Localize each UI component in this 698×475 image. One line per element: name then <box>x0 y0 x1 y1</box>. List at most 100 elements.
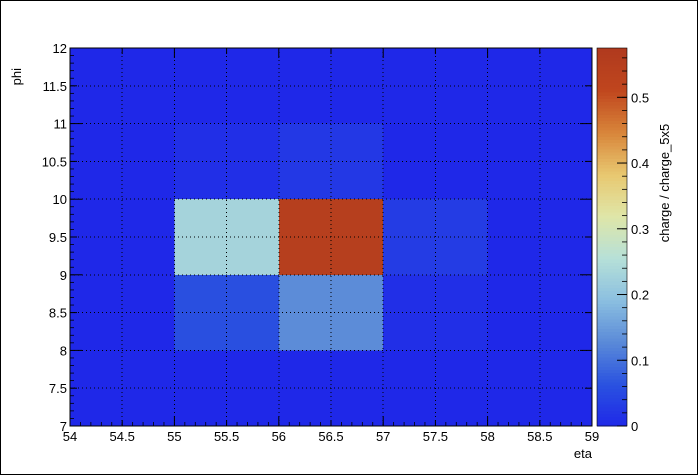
palette-step <box>597 296 627 301</box>
palette-step <box>597 388 627 392</box>
palette-step <box>597 126 627 131</box>
palette-step <box>597 372 627 377</box>
palette-step <box>597 331 627 336</box>
z-tick-label: 0 <box>631 419 638 434</box>
palette-step <box>597 230 627 235</box>
heatmap-cell <box>487 199 592 275</box>
z-tick-label: 0.2 <box>631 288 649 303</box>
palette-step <box>597 262 627 266</box>
palette-step <box>597 189 627 194</box>
palette-step <box>597 221 627 225</box>
palette-step <box>597 293 627 298</box>
palette-step <box>597 422 627 427</box>
palette-step <box>597 76 627 81</box>
palette-step <box>597 366 627 370</box>
palette-step <box>597 73 627 77</box>
x-tick-label: 54 <box>63 429 77 444</box>
palette-step <box>597 246 627 251</box>
palette-step <box>597 407 627 411</box>
palette-step <box>597 196 627 200</box>
palette-step <box>597 151 627 156</box>
palette-step <box>597 174 627 178</box>
palette-step <box>597 51 627 55</box>
palette-step <box>597 252 627 257</box>
z-tick-label: 0.5 <box>631 90 649 105</box>
palette-step <box>597 318 627 323</box>
palette-step <box>597 381 627 386</box>
palette-step <box>597 170 627 175</box>
palette-step <box>597 403 627 408</box>
palette-step <box>597 192 627 197</box>
palette-step <box>597 306 627 311</box>
palette-step <box>597 400 627 405</box>
palette-step <box>597 145 627 150</box>
y-tick-label: 8.5 <box>49 306 67 321</box>
palette-step <box>597 334 627 339</box>
palette-step <box>597 284 627 288</box>
y-tick-label: 12 <box>53 41 67 56</box>
palette-step <box>597 218 627 222</box>
palette-step <box>597 186 627 191</box>
x-tick-label: 57.5 <box>423 429 448 444</box>
palette-step <box>597 290 627 295</box>
y-tick-label: 9 <box>60 268 67 283</box>
palette-step <box>597 211 627 216</box>
y-tick-label: 7 <box>60 419 67 434</box>
palette-step <box>597 271 627 276</box>
z-tick-label: 0.4 <box>631 156 649 171</box>
palette-step <box>597 70 627 74</box>
z-tick-label: 0.1 <box>631 353 649 368</box>
palette-step <box>597 344 627 348</box>
palette-step <box>597 202 627 207</box>
palette-step <box>597 350 627 355</box>
palette-step <box>597 60 627 65</box>
palette-step <box>597 419 627 424</box>
palette-step <box>597 114 627 118</box>
palette-step <box>597 356 627 361</box>
palette-step <box>597 82 627 87</box>
palette-step <box>597 378 627 383</box>
grid-lines <box>70 48 592 426</box>
palette-step <box>597 353 627 358</box>
y-tick-label: 9.5 <box>49 230 67 245</box>
palette-step <box>597 205 627 210</box>
palette-step <box>597 139 627 144</box>
palette-step <box>597 391 627 396</box>
palette-step <box>597 101 627 106</box>
palette-step <box>597 312 627 317</box>
x-tick-label: 57 <box>376 429 390 444</box>
palette-step <box>597 325 627 329</box>
palette-step <box>597 363 627 367</box>
x-tick-label: 56.5 <box>318 429 343 444</box>
palette-step <box>597 183 627 188</box>
color-palette <box>596 47 628 427</box>
palette-step <box>597 309 627 314</box>
palette-step <box>597 265 627 270</box>
palette-step <box>597 303 627 307</box>
palette-step <box>597 315 627 320</box>
palette-step <box>597 104 627 109</box>
palette-step <box>597 180 627 185</box>
palette-step <box>597 123 627 128</box>
palette-step <box>597 111 627 115</box>
x-tick-label: 55 <box>167 429 181 444</box>
palette-step <box>597 416 627 421</box>
palette-step <box>597 177 627 181</box>
palette-step <box>597 92 627 96</box>
palette-step <box>597 369 627 374</box>
palette-step <box>597 158 627 162</box>
y-tick-label: 10 <box>53 192 67 207</box>
palette-step <box>597 57 627 62</box>
palette-step <box>597 133 627 137</box>
y-axis-title: phi <box>9 68 24 85</box>
palette-step <box>597 394 627 399</box>
palette-step <box>597 359 627 364</box>
palette-step <box>597 54 627 59</box>
palette-step <box>597 98 627 103</box>
palette-step <box>597 167 627 172</box>
y-axis: 7 7.5 8 8.5 9 9.5 10 10.5 11 11.5 12 <box>42 41 592 434</box>
palette-step <box>597 148 627 153</box>
palette-step <box>597 375 627 380</box>
palette-step <box>597 79 627 84</box>
